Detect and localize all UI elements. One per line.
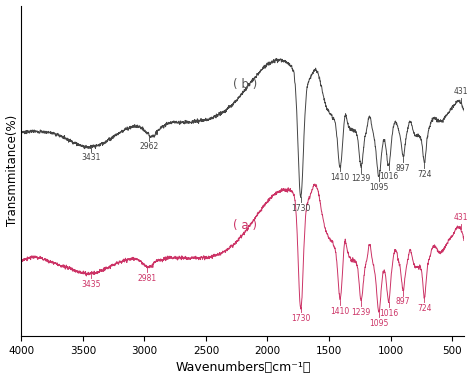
Text: 1730: 1730 — [291, 204, 310, 213]
Text: 1095: 1095 — [369, 183, 389, 192]
Text: 1239: 1239 — [352, 307, 371, 317]
Text: 1730: 1730 — [291, 314, 310, 323]
Text: 2981: 2981 — [137, 274, 156, 282]
Text: 3435: 3435 — [81, 280, 100, 289]
Text: 1095: 1095 — [369, 319, 389, 328]
Text: 1239: 1239 — [352, 174, 371, 183]
Text: 1410: 1410 — [330, 307, 350, 316]
Text: 431: 431 — [453, 213, 468, 222]
Text: 724: 724 — [417, 169, 432, 179]
Text: 897: 897 — [396, 298, 410, 306]
X-axis label: Wavenumbers（cm⁻¹）: Wavenumbers（cm⁻¹） — [175, 361, 310, 374]
Text: 1016: 1016 — [379, 309, 398, 318]
Text: 431: 431 — [453, 87, 468, 96]
Text: 724: 724 — [417, 304, 432, 313]
Y-axis label: Transmmitance(%): Transmmitance(%) — [6, 115, 18, 226]
Text: 1410: 1410 — [330, 173, 350, 182]
Text: 897: 897 — [396, 163, 410, 173]
Text: 2962: 2962 — [139, 142, 159, 152]
Text: ( b ): ( b ) — [233, 78, 257, 91]
Text: ( a ): ( a ) — [233, 219, 257, 233]
Text: 3431: 3431 — [82, 153, 101, 162]
Text: 1016: 1016 — [379, 172, 398, 181]
